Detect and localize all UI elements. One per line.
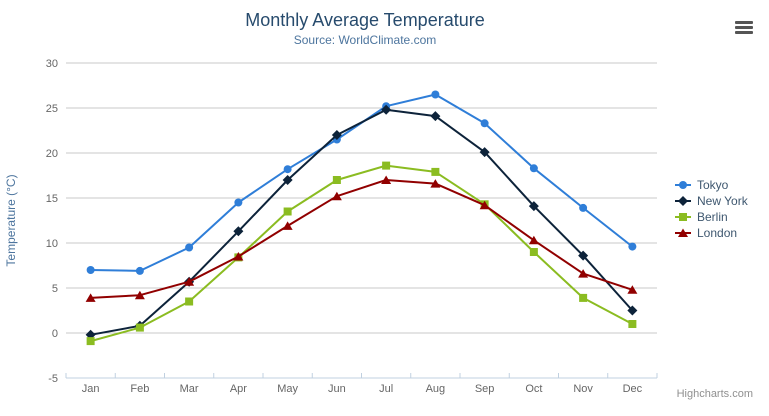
svg-text:0: 0 — [52, 328, 58, 340]
x-axis-label-feb: Feb — [130, 383, 149, 395]
credits-link[interactable]: Highcharts.com — [676, 388, 753, 400]
data-point-new-york-jun[interactable] — [331, 130, 342, 140]
legend-item-london[interactable]: London — [674, 225, 748, 241]
data-point-berlin-nov[interactable] — [579, 293, 588, 302]
x-axis-label-jun: Jun — [328, 383, 346, 395]
data-point-tokyo-jan[interactable] — [86, 266, 95, 274]
x-axis-label-oct: Oct — [525, 383, 542, 395]
diamond-marker-icon — [675, 196, 691, 206]
circle-marker-icon — [675, 181, 691, 189]
square-marker-icon — [675, 213, 691, 221]
data-point-tokyo-apr[interactable] — [234, 198, 243, 207]
legend-item-new-york[interactable]: New York — [674, 193, 748, 209]
data-point-berlin-oct[interactable] — [529, 248, 538, 256]
data-point-new-york-may[interactable] — [282, 175, 293, 185]
data-point-london-dec[interactable] — [627, 285, 638, 294]
svg-text:15: 15 — [46, 193, 58, 205]
data-point-tokyo-may[interactable] — [283, 165, 292, 174]
x-axis-label-jan: Jan — [82, 383, 100, 395]
hamburger-menu-icon — [735, 26, 753, 29]
data-point-berlin-jul[interactable] — [382, 161, 391, 170]
data-point-tokyo-feb[interactable] — [135, 266, 144, 275]
legend-label: Tokyo — [697, 178, 729, 192]
data-point-berlin-feb[interactable] — [135, 323, 144, 332]
triangle-marker-icon — [675, 228, 691, 237]
data-point-london-jul[interactable] — [381, 175, 392, 185]
data-point-london-sep[interactable] — [479, 200, 490, 210]
data-point-new-york-sep[interactable] — [479, 147, 490, 158]
series-tokyo[interactable] — [86, 90, 637, 275]
hamburger-menu-icon — [735, 21, 753, 24]
hamburger-menu-icon — [735, 31, 753, 34]
data-point-tokyo-nov[interactable] — [579, 203, 588, 212]
data-point-berlin-aug[interactable] — [431, 167, 440, 176]
svg-text:20: 20 — [46, 148, 58, 160]
y-axis-title: Temperature (°C) — [4, 174, 18, 266]
data-point-new-york-oct[interactable] — [528, 201, 539, 212]
svg-text:-5: -5 — [48, 373, 58, 385]
data-point-london-may[interactable] — [282, 221, 293, 230]
x-axis-label-sep: Sep — [475, 383, 495, 395]
series-london[interactable] — [85, 175, 638, 302]
svg-text:10: 10 — [46, 238, 58, 250]
legend-label: London — [697, 226, 738, 240]
data-point-berlin-may[interactable] — [283, 207, 292, 216]
data-point-new-york-aug[interactable] — [430, 111, 441, 122]
y-gridlines — [66, 62, 657, 334]
data-point-berlin-mar[interactable] — [185, 297, 194, 306]
chart-subtitle: Source: WorldClimate.com — [293, 33, 437, 47]
data-point-new-york-dec[interactable] — [627, 305, 638, 316]
x-axis-label-dec: Dec — [623, 383, 643, 395]
x-axis-label-mar: Mar — [180, 383, 199, 395]
data-point-tokyo-aug[interactable] — [431, 90, 440, 99]
legend-item-tokyo[interactable]: Tokyo — [674, 177, 748, 193]
x-axis: Jan Feb Mar Apr May Jun Jul Aug Sep Oct Nov Dec — [65, 373, 658, 395]
data-point-london-mar[interactable] — [184, 277, 195, 286]
data-point-london-oct[interactable] — [528, 235, 539, 245]
data-point-berlin-jan[interactable] — [86, 337, 95, 346]
x-axis-label-may: May — [277, 383, 298, 395]
data-point-london-aug[interactable] — [430, 179, 441, 188]
data-point-new-york-jul[interactable] — [381, 104, 392, 115]
y-axis-labels: -5 0 5 10 15 20 25 30 — [46, 58, 58, 385]
data-point-london-jan[interactable] — [85, 293, 96, 302]
chart-title: Monthly Average Temperature — [245, 10, 485, 30]
data-point-new-york-apr[interactable] — [233, 226, 244, 237]
data-point-london-nov[interactable] — [578, 269, 589, 278]
x-axis-label-jul: Jul — [379, 383, 393, 395]
export-menu-button[interactable] — [735, 21, 754, 35]
legend-item-berlin[interactable]: Berlin — [674, 209, 748, 225]
data-point-tokyo-mar[interactable] — [185, 243, 194, 252]
x-axis-label-apr: Apr — [230, 383, 247, 395]
x-axis-label-nov: Nov — [573, 383, 593, 395]
data-point-tokyo-oct[interactable] — [529, 164, 538, 173]
x-axis-label-aug: Aug — [426, 383, 446, 395]
svg-text:25: 25 — [46, 103, 58, 115]
data-point-tokyo-dec[interactable] — [628, 242, 637, 251]
data-point-london-jun[interactable] — [331, 191, 342, 201]
data-point-tokyo-sep[interactable] — [480, 119, 489, 128]
data-point-berlin-jun[interactable] — [332, 176, 341, 184]
data-point-london-apr[interactable] — [233, 252, 244, 261]
series-new-york[interactable] — [85, 104, 638, 340]
svg-text:5: 5 — [52, 283, 58, 295]
legend: Tokyo New York Berlin London — [674, 177, 748, 241]
legend-label: New York — [697, 194, 748, 208]
data-point-new-york-nov[interactable] — [578, 250, 589, 261]
data-point-berlin-dec[interactable] — [628, 320, 637, 328]
data-point-london-feb[interactable] — [134, 290, 145, 300]
legend-label: Berlin — [697, 210, 728, 224]
svg-text:30: 30 — [46, 58, 58, 70]
